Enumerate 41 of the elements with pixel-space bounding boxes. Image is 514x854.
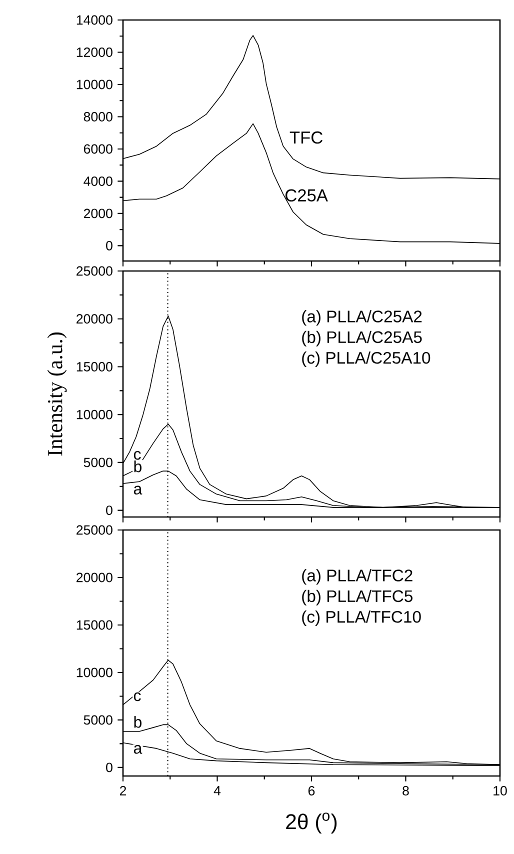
y-tick-label: 0	[106, 240, 112, 250]
y-tick-label: 5000	[84, 715, 112, 725]
legend-label: a	[134, 745, 142, 754]
y-axis-title: Intensity (a.u.)	[47, 332, 67, 456]
series-label: C25A	[286, 189, 328, 202]
legend-label: b	[134, 716, 142, 728]
series-label: c	[134, 451, 141, 460]
annotation: (c) PLLA/TFC10	[302, 610, 421, 626]
y-tick-label: 0	[106, 506, 112, 516]
annotation: (b) PLLA/C25A5	[302, 330, 422, 346]
y-tick-label: 15000	[76, 362, 112, 372]
annotation: (c) PLLA/C25A10	[302, 351, 430, 368]
y-tick-label: 12000	[76, 48, 112, 57]
y-tick-label: 6000	[84, 144, 112, 154]
x-tick-label: 10	[494, 786, 507, 796]
y-tick-label: 5000	[84, 458, 112, 468]
legend-label: a	[134, 486, 142, 495]
series-label: TFC	[290, 131, 322, 144]
y-tick-label: 0	[106, 762, 112, 772]
y-tick-label: 25000	[76, 525, 112, 535]
x-axis-title: 2θ ($^{o}$)	[286, 812, 337, 834]
x-tick-label: 2	[120, 786, 126, 796]
x-tick-label: 6	[308, 786, 315, 796]
y-tick-label: 20000	[76, 314, 112, 324]
x-tick-label: 4	[214, 786, 221, 796]
x-tick-label: 8	[402, 786, 409, 796]
annotation: (a) PLLA/C25A2	[302, 310, 422, 326]
annotation: (b) PLLA/TFC5	[302, 590, 412, 606]
y-tick-label: 25000	[76, 266, 112, 276]
annotation: (a) PLLA/TFC2	[302, 569, 412, 585]
y-tick-label: 10000	[76, 80, 112, 90]
y-tick-label: 10000	[76, 668, 112, 678]
y-tick-label: 14000	[76, 15, 112, 25]
y-tick-label: 8000	[84, 112, 112, 122]
y-tick-label: 15000	[76, 620, 112, 630]
y-tick-label: 4000	[84, 176, 112, 186]
y-tick-label: 20000	[76, 572, 112, 582]
y-tick-label: 2000	[84, 208, 112, 218]
legend-label: b	[134, 460, 142, 472]
legend-label: c	[134, 692, 141, 702]
y-tick-label: 10000	[76, 410, 112, 420]
